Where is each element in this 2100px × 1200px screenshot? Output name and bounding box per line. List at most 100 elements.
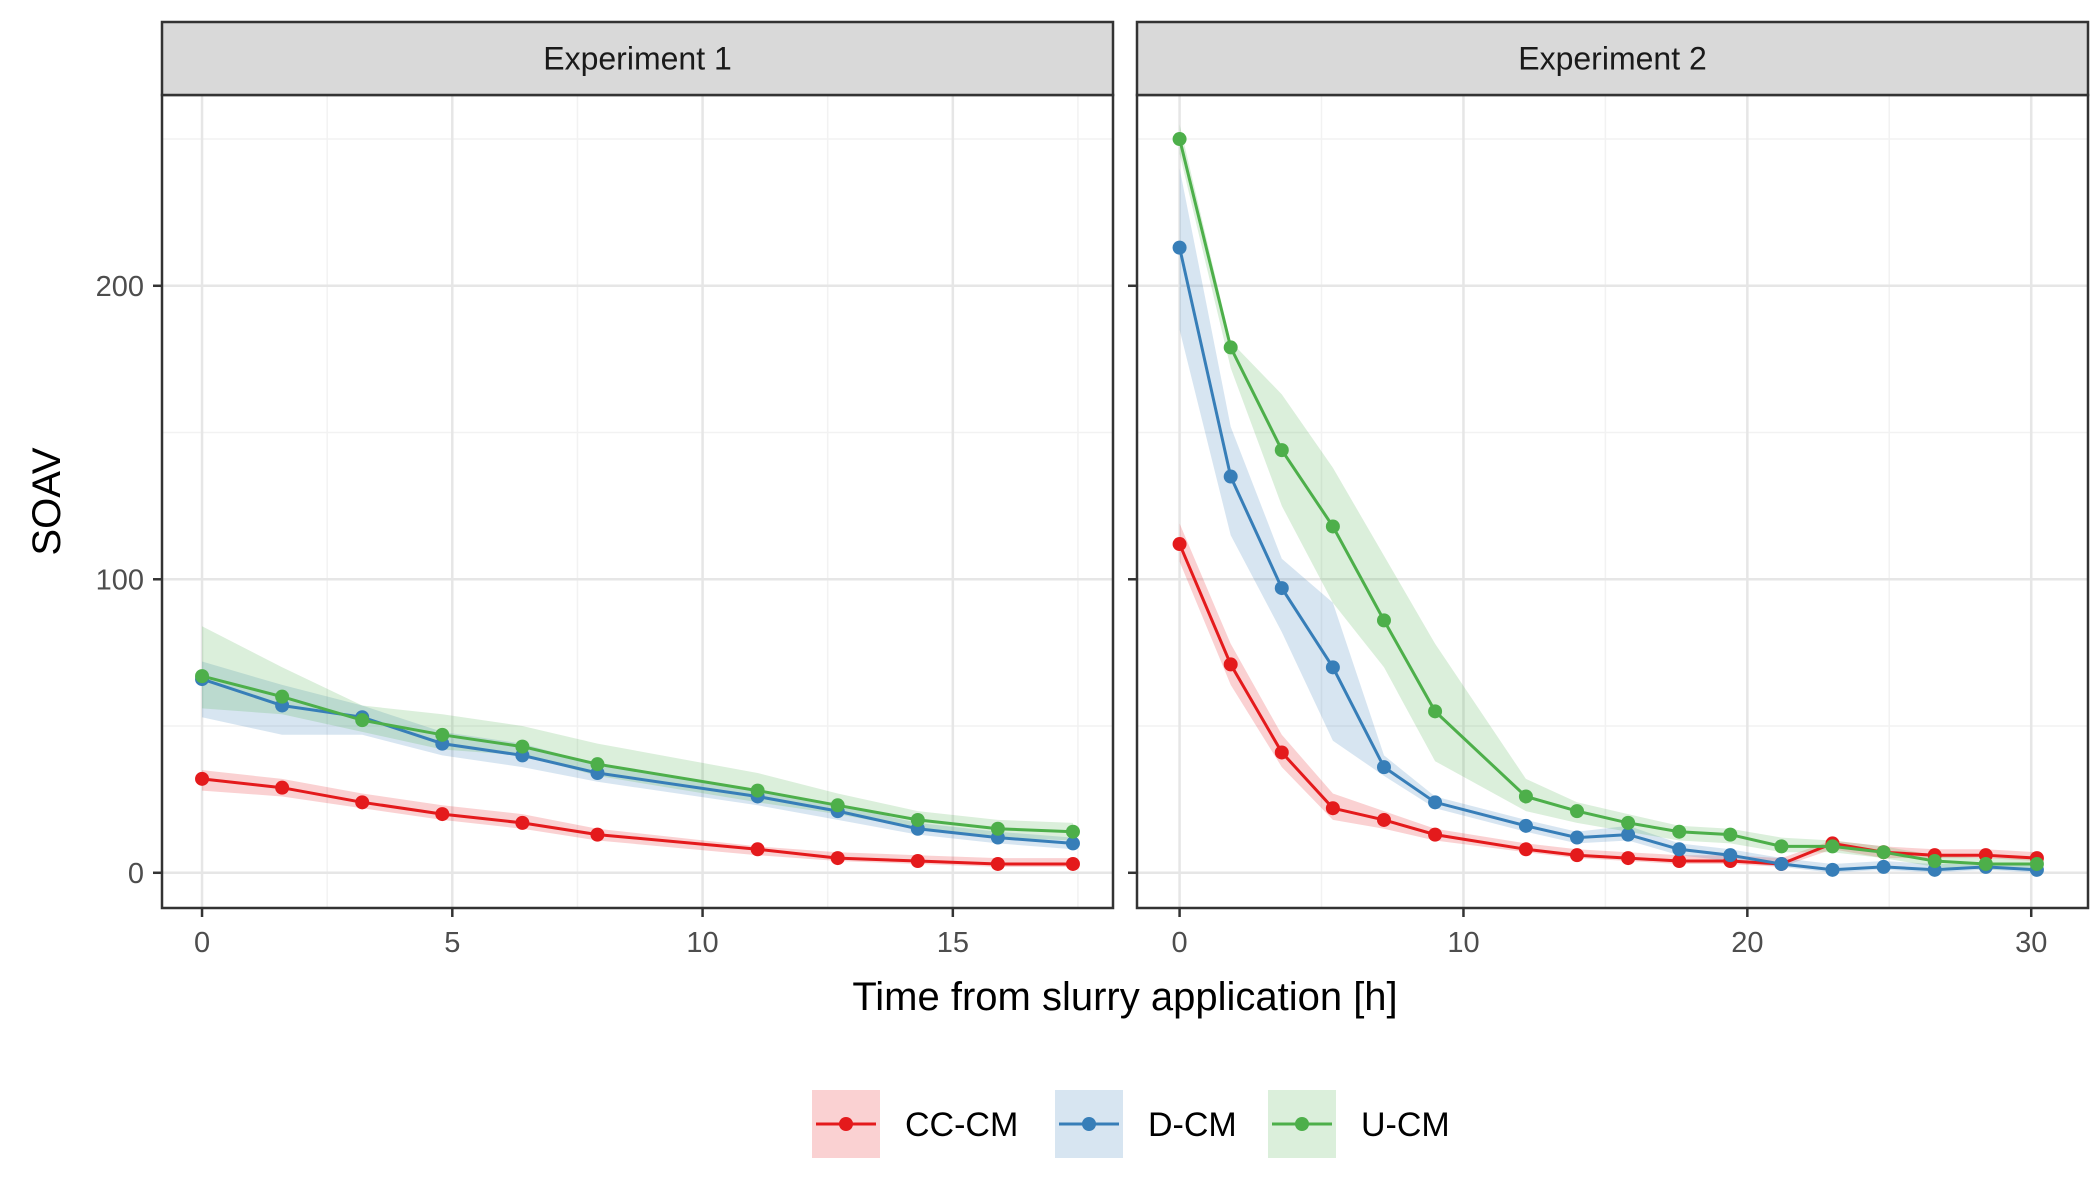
minor-gridlines xyxy=(162,95,1113,908)
minor-gridlines xyxy=(1137,95,2088,908)
data-point-d-cm xyxy=(1672,842,1687,857)
data-point-d-cm xyxy=(1825,862,1840,877)
data-point-u-cm xyxy=(1978,856,1993,871)
data-point-u-cm xyxy=(1672,824,1687,839)
data-point-u-cm xyxy=(1876,845,1891,860)
data-point-u-cm xyxy=(590,757,605,772)
y-tick-label: 200 xyxy=(96,271,144,303)
data-point-d-cm xyxy=(1723,848,1738,863)
y-tick-label: 100 xyxy=(96,564,144,596)
data-point-cc-cm xyxy=(1172,537,1187,552)
data-point-u-cm xyxy=(1927,854,1942,869)
legend-key-point xyxy=(839,1117,853,1131)
data-point-cc-cm xyxy=(1065,856,1080,871)
data-point-cc-cm xyxy=(515,815,530,830)
data-point-u-cm xyxy=(2029,856,2044,871)
data-point-cc-cm xyxy=(830,851,845,866)
data-point-cc-cm xyxy=(1325,801,1340,816)
data-point-u-cm xyxy=(1570,804,1585,819)
x-tick-label: 15 xyxy=(937,927,969,959)
facet-strip-label: Experiment 2 xyxy=(1518,41,1707,77)
data-point-cc-cm xyxy=(355,795,370,810)
ribbon-u-cm xyxy=(1179,124,2037,870)
data-point-cc-cm xyxy=(275,780,290,795)
data-point-cc-cm xyxy=(1274,745,1289,760)
data-point-cc-cm xyxy=(750,842,765,857)
data-point-u-cm xyxy=(830,798,845,813)
legend-item-u-cm: U-CM xyxy=(1268,1090,1450,1158)
data-point-d-cm xyxy=(1774,856,1789,871)
plot-background xyxy=(1137,95,2088,908)
x-tick-label: 10 xyxy=(686,927,718,959)
legend-label: U-CM xyxy=(1361,1106,1450,1144)
panel-1: Experiment 1 0 5 10 15 xyxy=(160,20,1115,959)
panel-2: Experiment 2 0 10 20 30 xyxy=(1135,20,2090,959)
facet-strip-label: Experiment 1 xyxy=(543,41,732,77)
y-axis: 0 100 200 xyxy=(96,271,1137,890)
data-point-u-cm xyxy=(515,739,530,754)
legend-item-cc-cm: CC-CM xyxy=(812,1090,1018,1158)
y-axis-title: SOAV xyxy=(25,447,69,556)
data-point-d-cm xyxy=(1518,818,1533,833)
x-tick-label: 30 xyxy=(2015,927,2047,959)
data-point-d-cm xyxy=(1172,240,1187,255)
facet-strip xyxy=(160,20,1115,97)
data-point-u-cm xyxy=(1428,704,1443,719)
data-point-cc-cm xyxy=(1570,848,1585,863)
data-point-d-cm xyxy=(1376,760,1391,775)
data-point-u-cm xyxy=(1621,815,1636,830)
ribbon-u-cm xyxy=(202,626,1073,841)
data-point-d-cm xyxy=(1325,660,1340,675)
data-point-cc-cm xyxy=(1376,812,1391,827)
ribbon-d-cm xyxy=(202,661,1073,850)
data-point-d-cm xyxy=(1065,836,1080,851)
y-tick-label: 0 xyxy=(128,858,144,890)
data-point-cc-cm xyxy=(910,854,925,869)
data-point-u-cm xyxy=(1774,839,1789,854)
data-point-u-cm xyxy=(435,727,450,742)
data-point-u-cm xyxy=(910,812,925,827)
x-tick-label: 0 xyxy=(194,927,210,959)
data-point-u-cm xyxy=(1325,519,1340,534)
data-point-d-cm xyxy=(1428,795,1443,810)
data-point-cc-cm xyxy=(590,827,605,842)
data-point-u-cm xyxy=(1825,839,1840,854)
data-point-u-cm xyxy=(355,713,370,728)
major-gridlines xyxy=(1137,95,2088,908)
legend-label: D-CM xyxy=(1148,1106,1237,1144)
data-point-cc-cm xyxy=(990,856,1005,871)
data-point-u-cm xyxy=(195,669,210,684)
data-point-cc-cm xyxy=(1672,854,1687,869)
data-point-d-cm xyxy=(1223,469,1238,484)
facet-strip xyxy=(1135,20,2090,97)
data-point-cc-cm xyxy=(435,807,450,822)
data-point-cc-cm xyxy=(195,771,210,786)
data-point-cc-cm xyxy=(1428,827,1443,842)
data-point-u-cm xyxy=(1223,340,1238,355)
data-point-d-cm xyxy=(1274,581,1289,596)
x-tick-label: 5 xyxy=(444,927,460,959)
legend-label: CC-CM xyxy=(905,1106,1018,1144)
data-point-u-cm xyxy=(1172,132,1187,147)
x-tick-label: 10 xyxy=(1447,927,1479,959)
data-point-cc-cm xyxy=(1621,851,1636,866)
data-point-cc-cm xyxy=(1518,842,1533,857)
data-point-d-cm xyxy=(1570,830,1585,845)
data-point-u-cm xyxy=(1518,789,1533,804)
legend-key-point xyxy=(1082,1117,1096,1131)
data-point-u-cm xyxy=(750,783,765,798)
x-axis-title: Time from slurry application [h] xyxy=(852,975,1397,1019)
plot-background xyxy=(162,95,1113,908)
legend-item-d-cm: D-CM xyxy=(1055,1090,1237,1158)
data-point-u-cm xyxy=(1065,824,1080,839)
legend: CC-CM D-CM U-CM xyxy=(812,1090,1450,1158)
data-point-d-cm xyxy=(1621,827,1636,842)
x-tick-label: 0 xyxy=(1172,927,1188,959)
data-point-d-cm xyxy=(1876,859,1891,874)
data-point-u-cm xyxy=(1723,827,1738,842)
data-point-u-cm xyxy=(1376,613,1391,628)
legend-key-point xyxy=(1295,1117,1309,1131)
data-point-u-cm xyxy=(275,689,290,704)
data-point-cc-cm xyxy=(1223,657,1238,672)
